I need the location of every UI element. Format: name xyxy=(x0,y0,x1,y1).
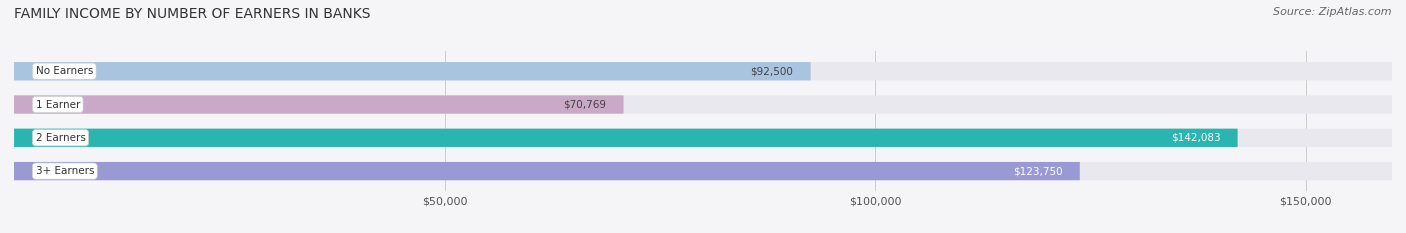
FancyBboxPatch shape xyxy=(14,129,1392,147)
FancyBboxPatch shape xyxy=(14,62,1392,80)
Text: $70,769: $70,769 xyxy=(564,99,606,110)
Text: $92,500: $92,500 xyxy=(751,66,793,76)
Text: No Earners: No Earners xyxy=(35,66,93,76)
Text: $142,083: $142,083 xyxy=(1171,133,1220,143)
FancyBboxPatch shape xyxy=(14,95,623,114)
FancyBboxPatch shape xyxy=(14,129,1237,147)
Text: $123,750: $123,750 xyxy=(1012,166,1063,176)
FancyBboxPatch shape xyxy=(14,62,811,80)
Text: FAMILY INCOME BY NUMBER OF EARNERS IN BANKS: FAMILY INCOME BY NUMBER OF EARNERS IN BA… xyxy=(14,7,371,21)
FancyBboxPatch shape xyxy=(14,162,1392,180)
Text: 2 Earners: 2 Earners xyxy=(35,133,86,143)
Text: 1 Earner: 1 Earner xyxy=(35,99,80,110)
Text: 3+ Earners: 3+ Earners xyxy=(35,166,94,176)
FancyBboxPatch shape xyxy=(14,162,1080,180)
FancyBboxPatch shape xyxy=(14,95,1392,114)
Text: Source: ZipAtlas.com: Source: ZipAtlas.com xyxy=(1274,7,1392,17)
